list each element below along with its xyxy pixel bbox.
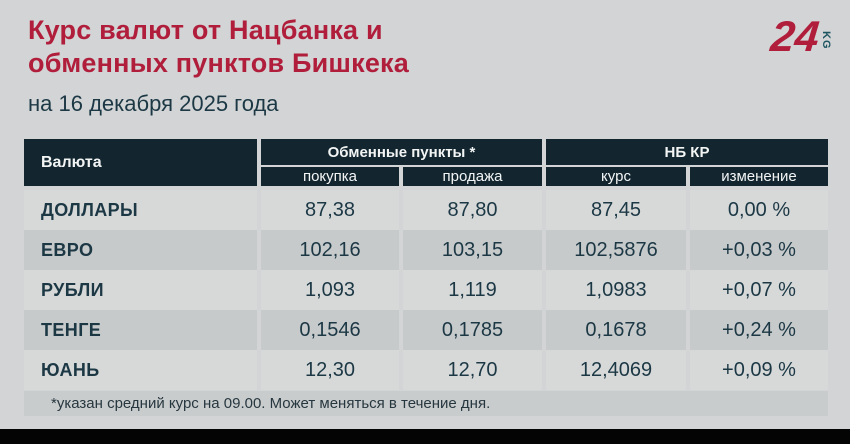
- buy-rate-cell: 1,093: [261, 270, 399, 310]
- page-title: Курс валют от Нацбанка и обменных пунктов…: [28, 14, 822, 80]
- buy-rate-cell: 12,30: [261, 350, 399, 390]
- change-cell: 0,00 %: [690, 190, 828, 230]
- change-column-header: изменение: [690, 167, 828, 186]
- currency-rate-table: Валюта Обменные пункты * НБ КР покупка п…: [24, 139, 828, 416]
- page-title-line2: обменных пунктов Бишкека: [28, 48, 409, 78]
- page-header: Курс валют от Нацбанка и обменных пунктов…: [28, 14, 822, 117]
- nbkr-rate-cell: 102,5876: [546, 230, 686, 270]
- sell-rate-cell: 87,80: [403, 190, 542, 230]
- table-row-dollars: ДОЛЛАРЫ 87,38 87,80 87,45 0,00 %: [24, 190, 828, 230]
- logo-kg-text: KG: [820, 31, 832, 50]
- currency-name-cell: ДОЛЛАРЫ: [24, 190, 257, 230]
- sell-rate-cell: 103,15: [403, 230, 542, 270]
- table-row-rubles: РУБЛИ 1,093 1,119 1,0983 +0,07 %: [24, 270, 828, 310]
- change-cell: +0,09 %: [690, 350, 828, 390]
- change-cell: +0,03 %: [690, 230, 828, 270]
- currency-name-cell: ЕВРО: [24, 230, 257, 270]
- exchange-offices-group-header: Обменные пункты *: [261, 139, 542, 165]
- bottom-black-bar: [0, 429, 850, 444]
- table-body: ДОЛЛАРЫ 87,38 87,80 87,45 0,00 % ЕВРО 10…: [24, 190, 828, 390]
- currency-name-cell: ЮАНЬ: [24, 350, 257, 390]
- date-subtitle: на 16 декабря 2025 года: [28, 91, 279, 116]
- rate-column-header: курс: [546, 167, 686, 186]
- currency-name-cell: ТЕНГЕ: [24, 310, 257, 350]
- sell-rate-cell: 0,1785: [403, 310, 542, 350]
- buy-rate-cell: 0,1546: [261, 310, 399, 350]
- nbkr-rate-cell: 12,4069: [546, 350, 686, 390]
- page-title-line1: Курс валют от Нацбанка и: [28, 15, 383, 45]
- buy-rate-cell: 87,38: [261, 190, 399, 230]
- change-cell: +0,24 %: [690, 310, 828, 350]
- table-row-yuan: ЮАНЬ 12,30 12,70 12,4069 +0,09 %: [24, 350, 828, 390]
- nbkr-rate-cell: 87,45: [546, 190, 686, 230]
- nbkr-rate-cell: 1,0983: [546, 270, 686, 310]
- logo-24-text: 24: [768, 13, 822, 61]
- table-header: Валюта Обменные пункты * НБ КР покупка п…: [24, 139, 828, 186]
- sell-column-header: продажа: [403, 167, 542, 186]
- table-row-euro: ЕВРО 102,16 103,15 102,5876 +0,03 %: [24, 230, 828, 270]
- footnote: *указан средний курс на 09.00. Может мен…: [24, 391, 828, 416]
- change-cell: +0,07 %: [690, 270, 828, 310]
- buy-rate-cell: 102,16: [261, 230, 399, 270]
- currency-column-header: Валюта: [24, 139, 257, 186]
- table-row-tenge: ТЕНГЕ 0,1546 0,1785 0,1678 +0,24 %: [24, 310, 828, 350]
- nbkr-group-header: НБ КР: [546, 139, 828, 165]
- sell-rate-cell: 12,70: [403, 350, 542, 390]
- currency-name-cell: РУБЛИ: [24, 270, 257, 310]
- logo-24kg: 24 KG: [768, 13, 832, 61]
- buy-column-header: покупка: [261, 167, 399, 186]
- sell-rate-cell: 1,119: [403, 270, 542, 310]
- nbkr-rate-cell: 0,1678: [546, 310, 686, 350]
